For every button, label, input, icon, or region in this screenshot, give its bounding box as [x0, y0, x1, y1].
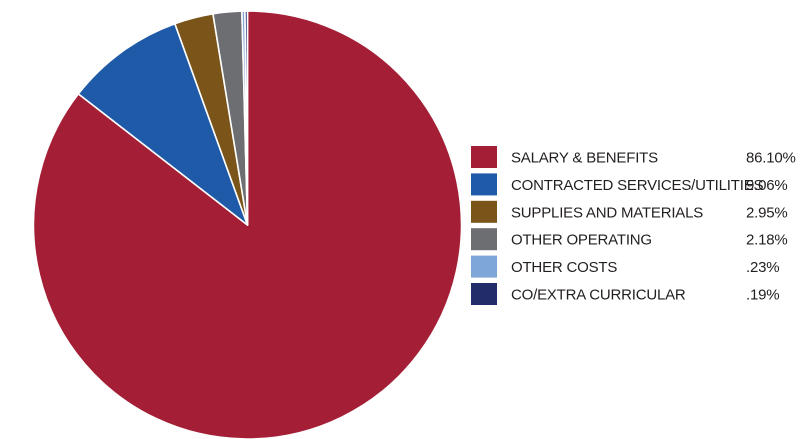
legend-swatch-4 — [471, 228, 497, 251]
pie-slice-2 — [77, 22, 249, 226]
legend-label-3: SUPPLIES AND MATERIALS — [511, 204, 703, 221]
legend-value-4: 2.18% — [746, 232, 788, 249]
legend-value-2: 9.06% — [746, 177, 788, 194]
legend-value-6: .19% — [746, 287, 779, 304]
legend-swatch-1 — [471, 146, 497, 168]
legend: SALARY & BENEFITS 86.10% CONTRACTED SERVIC… — [471, 146, 796, 305]
pie-slice-6 — [244, 10, 249, 226]
pie-slices — [32, 10, 463, 439]
legend-label-4: OTHER OPERATING — [511, 232, 652, 249]
legend-label-5: OTHER COSTS — [511, 259, 617, 276]
legend-label-6: CO/EXTRA CURRICULAR — [511, 287, 686, 304]
legend-label-2: CONTRACTED SERVICES/UTILITIES — [511, 177, 763, 194]
legend-swatch-6 — [471, 283, 497, 305]
legend-swatch-5 — [471, 255, 497, 278]
legend-swatch-3 — [471, 200, 497, 223]
legend-swatch-2 — [471, 173, 497, 196]
legend-value-5: .23% — [746, 259, 779, 276]
legend-value-1: 86.10% — [746, 150, 796, 167]
legend-label-1: SALARY & BENEFITS — [511, 150, 658, 167]
legend-value-3: 2.95% — [746, 204, 788, 221]
